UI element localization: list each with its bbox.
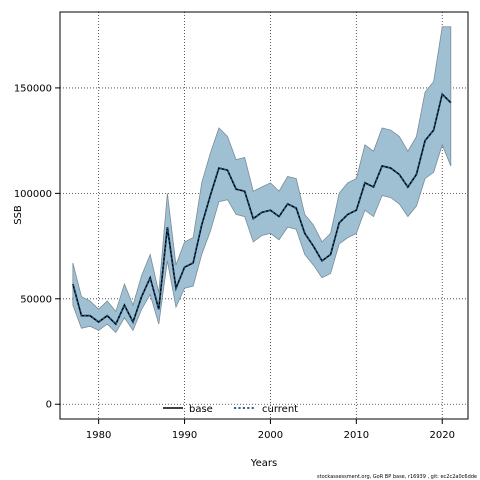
legend-label-base: base — [189, 404, 213, 415]
y-axis-title: SSB — [13, 205, 24, 225]
y-tick-label: 100000 — [14, 189, 52, 200]
legend: base current — [163, 404, 298, 415]
x-axis: 1980 1990 2000 2010 2020 — [86, 419, 455, 441]
x-tick-label: 2000 — [258, 430, 283, 441]
y-tick-label: 150000 — [14, 83, 52, 94]
x-tick-label: 1990 — [172, 430, 197, 441]
x-axis-title: Years — [250, 458, 277, 469]
confidence-band — [72, 26, 452, 334]
x-tick-label: 2020 — [430, 430, 455, 441]
y-tick-label: 0 — [46, 400, 52, 411]
x-tick-label: 1980 — [86, 430, 111, 441]
y-tick-label: 50000 — [20, 294, 52, 305]
plot-frame — [59, 11, 469, 420]
footer-note: stockassessment.org, GoR BP base, r16939… — [317, 474, 477, 480]
y-axis: 0 50000 100000 150000 — [14, 83, 60, 411]
series-line-current — [72, 92, 452, 326]
legend-label-current: current — [262, 404, 298, 415]
x-tick-label: 2010 — [344, 430, 369, 441]
